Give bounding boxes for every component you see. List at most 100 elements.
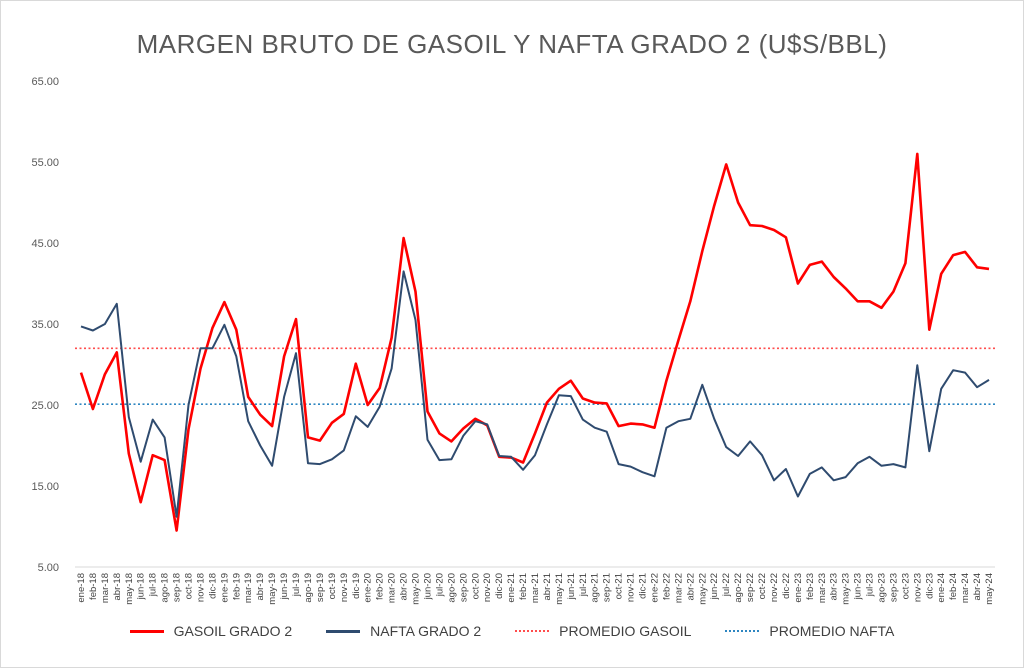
legend-item-promedio-nafta: PROMEDIO NAFTA bbox=[725, 623, 894, 639]
x-tick-label: sep-23 bbox=[888, 573, 899, 602]
x-tick-label: abr-18 bbox=[112, 573, 123, 600]
x-tick-label: ago-22 bbox=[733, 573, 744, 603]
x-tick-label: sep-22 bbox=[745, 573, 756, 602]
x-tick-label: jun-18 bbox=[136, 573, 147, 600]
x-tick-label: dic-20 bbox=[494, 573, 505, 599]
x-tick-label: may-20 bbox=[411, 573, 422, 605]
x-tick-label: oct-19 bbox=[327, 573, 338, 599]
x-tick-label: feb-21 bbox=[518, 573, 529, 600]
x-tick-label: dic-19 bbox=[351, 573, 362, 599]
x-tick-label: jul-23 bbox=[865, 573, 876, 597]
x-tick-label: feb-23 bbox=[805, 573, 816, 600]
x-tick-label: ene-20 bbox=[363, 573, 374, 603]
x-tick-label: abr-22 bbox=[685, 573, 696, 600]
legend-label-promedio-gasoil: PROMEDIO GASOIL bbox=[559, 623, 692, 639]
y-tick-label: 25.00 bbox=[31, 400, 59, 412]
legend-label-promedio-nafta: PROMEDIO NAFTA bbox=[769, 623, 895, 639]
x-tick-label: mar-24 bbox=[960, 573, 971, 603]
x-tick-label: feb-19 bbox=[231, 573, 242, 600]
plot-area: 5.00 15.00 25.00 35.00 45.00 55.00 65.00 ene-18… bbox=[31, 76, 995, 605]
x-tick-label: may-21 bbox=[554, 573, 565, 605]
y-tick-label: 35.00 bbox=[31, 319, 59, 331]
x-tick-label: abr-20 bbox=[399, 573, 410, 600]
x-tick-label: ene-21 bbox=[506, 573, 517, 603]
legend-item-promedio-gasoil: PROMEDIO GASOIL bbox=[515, 623, 691, 639]
x-tick-label: may-19 bbox=[267, 573, 278, 605]
x-tick-label: jul-18 bbox=[148, 573, 159, 597]
x-tick-label: oct-18 bbox=[184, 573, 195, 599]
x-tick-label: oct-23 bbox=[900, 573, 911, 599]
x-tick-label: mar-18 bbox=[100, 573, 111, 603]
x-tick-label: abr-23 bbox=[829, 573, 840, 600]
x-tick-label: mar-21 bbox=[530, 573, 541, 603]
x-tick-label: sep-18 bbox=[172, 573, 183, 602]
x-tick-label: ago-20 bbox=[446, 573, 457, 603]
y-tick-label: 55.00 bbox=[31, 157, 59, 169]
x-tick-label: nov-21 bbox=[626, 573, 637, 602]
x-tick-label: jul-22 bbox=[721, 573, 732, 597]
x-tick-label: may-24 bbox=[984, 573, 995, 605]
x-tick-label: mar-20 bbox=[387, 573, 398, 603]
x-tick-label: jun-23 bbox=[853, 573, 864, 600]
legend-item-gasoil: GASOIL GRADO 2 bbox=[129, 623, 293, 639]
x-tick-label: mar-19 bbox=[243, 573, 254, 603]
series-line-nafta-grado-2 bbox=[80, 270, 990, 518]
x-tick-label: dic-18 bbox=[207, 573, 218, 599]
x-tick-label: nov-23 bbox=[912, 573, 923, 602]
x-tick-label: nov-19 bbox=[339, 573, 350, 602]
x-tick-label: jul-21 bbox=[578, 573, 589, 597]
x-tick-label: jul-19 bbox=[291, 573, 302, 597]
x-tick-label: feb-20 bbox=[375, 573, 386, 600]
legend-swatch-promedio-nafta bbox=[725, 630, 760, 632]
x-tick-label: may-18 bbox=[124, 573, 135, 605]
legend-swatch-nafta bbox=[326, 629, 361, 633]
chart-title: MARGEN BRUTO DE GASOIL Y NAFTA GRADO 2 (… bbox=[136, 29, 888, 59]
x-tick-label: oct-20 bbox=[470, 573, 481, 599]
legend-item-nafta: NAFTA GRADO 2 bbox=[326, 623, 481, 639]
y-tick-label: 65.00 bbox=[31, 76, 59, 88]
series-line-gasoil-grado-2 bbox=[79, 152, 990, 532]
x-tick-label: feb-18 bbox=[88, 573, 99, 600]
x-tick-label: ene-19 bbox=[219, 573, 230, 603]
legend-label-gasoil: GASOIL GRADO 2 bbox=[173, 623, 293, 639]
x-tick-label: abr-19 bbox=[255, 573, 266, 600]
x-tick-label: may-23 bbox=[841, 573, 852, 605]
x-tick-label: oct-22 bbox=[757, 573, 768, 599]
x-tick-label: ago-18 bbox=[160, 573, 171, 603]
x-tick-label: ago-23 bbox=[876, 573, 887, 603]
x-tick-label: jun-21 bbox=[566, 573, 577, 600]
legend-swatch-promedio-gasoil bbox=[515, 630, 550, 632]
x-tick-label: sep-19 bbox=[315, 573, 326, 602]
x-tick-label: jul-20 bbox=[434, 573, 445, 597]
x-tick-label: sep-20 bbox=[458, 573, 469, 602]
x-tick-label: ene-18 bbox=[76, 573, 87, 603]
x-tick-label: ene-22 bbox=[649, 573, 660, 603]
x-tick-label: nov-22 bbox=[769, 573, 780, 602]
x-tick-label: nov-18 bbox=[195, 573, 206, 602]
x-tick-label: jun-19 bbox=[279, 573, 290, 600]
legend-swatch-gasoil bbox=[129, 629, 164, 633]
x-tick-label: mar-23 bbox=[817, 573, 828, 603]
x-tick-label: ago-21 bbox=[590, 573, 601, 603]
x-tick-label: dic-21 bbox=[638, 573, 649, 599]
y-tick-label: 5.00 bbox=[38, 562, 59, 574]
x-tick-label: nov-20 bbox=[482, 573, 493, 602]
x-tick-label: dic-23 bbox=[924, 573, 935, 599]
x-tick-label: dic-22 bbox=[781, 573, 792, 599]
x-tick-label: oct-21 bbox=[614, 573, 625, 599]
x-tick-label: jun-20 bbox=[422, 573, 433, 600]
x-tick-label: feb-22 bbox=[661, 573, 672, 600]
y-tick-label: 15.00 bbox=[31, 481, 59, 493]
x-tick-label: abr-24 bbox=[972, 573, 983, 600]
x-tick-label: sep-21 bbox=[602, 573, 613, 602]
x-tick-label: mar-22 bbox=[673, 573, 684, 603]
x-tick-label: feb-24 bbox=[948, 573, 959, 600]
x-tick-label: ene-23 bbox=[793, 573, 804, 603]
legend-label-nafta: NAFTA GRADO 2 bbox=[370, 623, 482, 639]
legend: GASOIL GRADO 2 NAFTA GRADO 2 PROMEDIO GA… bbox=[1, 623, 1023, 639]
y-tick-label: 45.00 bbox=[31, 238, 59, 250]
x-tick-label: may-22 bbox=[697, 573, 708, 605]
x-tick-label: ene-24 bbox=[936, 573, 947, 603]
x-tick-label: jun-22 bbox=[709, 573, 720, 600]
